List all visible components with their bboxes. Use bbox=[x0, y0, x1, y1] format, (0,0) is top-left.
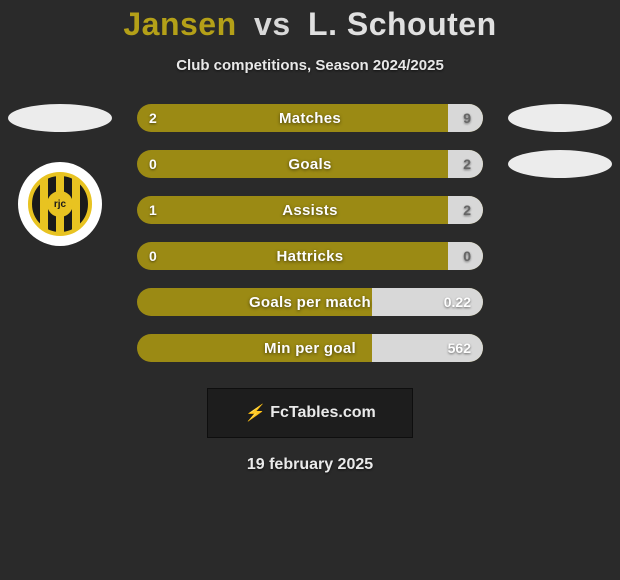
stat-row: 2Matches9 bbox=[137, 104, 483, 132]
stat-row: 0Hattricks0 bbox=[137, 242, 483, 270]
vs-label: vs bbox=[254, 6, 291, 42]
stat-value-right: 2 bbox=[463, 196, 471, 224]
stat-label: Min per goal bbox=[137, 334, 483, 362]
snapshot-date: 19 february 2025 bbox=[247, 456, 373, 474]
player1-placeholder-icon bbox=[8, 104, 112, 132]
stat-label: Matches bbox=[137, 104, 483, 132]
player1-name: Jansen bbox=[123, 6, 236, 42]
stat-label: Assists bbox=[137, 196, 483, 224]
stat-label: Goals per match bbox=[137, 288, 483, 316]
stat-label: Goals bbox=[137, 150, 483, 178]
stat-row: 1Assists2 bbox=[137, 196, 483, 224]
stat-value-right: 562 bbox=[448, 334, 471, 362]
stat-value-right: 9 bbox=[463, 104, 471, 132]
player2-placeholder-icon bbox=[508, 104, 612, 132]
attribution-text: FcTables.com bbox=[270, 404, 376, 422]
player1-club-logo-icon: rjc bbox=[18, 162, 102, 246]
club-logo-text: rjc bbox=[47, 191, 73, 217]
player2-name: L. Schouten bbox=[308, 6, 497, 42]
comparison-title: Jansen vs L. Schouten bbox=[123, 6, 496, 43]
attribution-badge: ⚡ FcTables.com bbox=[207, 388, 413, 438]
stat-value-right: 0 bbox=[463, 242, 471, 270]
stat-value-right: 0.22 bbox=[444, 288, 471, 316]
stat-value-right: 2 bbox=[463, 150, 471, 178]
attribution-icon: ⚡ bbox=[244, 403, 264, 423]
stat-row: Goals per match0.22 bbox=[137, 288, 483, 316]
stats-area: rjc 2Matches90Goals21Assists20Hattricks0… bbox=[0, 104, 620, 380]
subtitle: Club competitions, Season 2024/2025 bbox=[176, 57, 444, 74]
player2-club-placeholder-icon bbox=[508, 150, 612, 178]
stat-row: Min per goal562 bbox=[137, 334, 483, 362]
stat-label: Hattricks bbox=[137, 242, 483, 270]
stat-row: 0Goals2 bbox=[137, 150, 483, 178]
